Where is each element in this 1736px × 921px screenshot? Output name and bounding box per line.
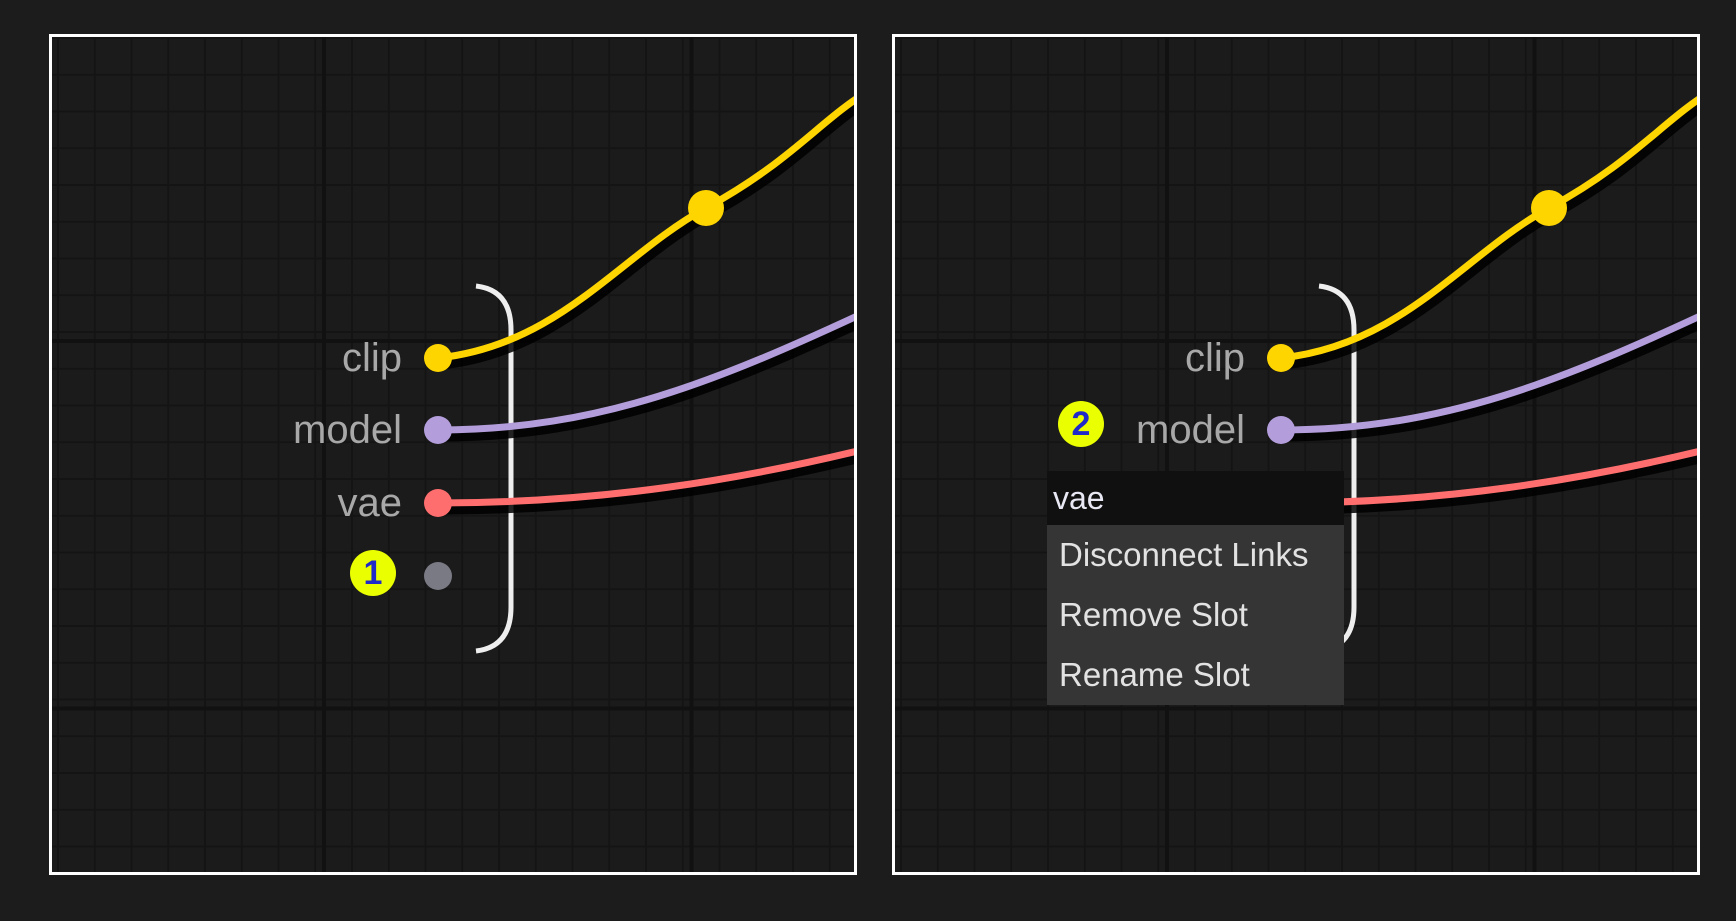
link-clip[interactable]: [1280, 90, 1700, 362]
slot-context-menu: vae Disconnect Links Remove Slot Rename …: [1047, 471, 1344, 705]
link-clip[interactable]: [437, 90, 857, 362]
menu-item-remove-slot[interactable]: Remove Slot: [1059, 596, 1248, 633]
link-model[interactable]: [437, 310, 857, 434]
menu-item-rename-slot[interactable]: Rename Slot: [1059, 656, 1250, 693]
slot-vae-dot[interactable]: [424, 489, 452, 517]
slot-label-model: model: [293, 408, 402, 452]
graph-canvas-left[interactable]: clip model vae 1: [49, 34, 857, 875]
slot-model-dot[interactable]: [424, 416, 452, 444]
step-badge-1: 1: [350, 550, 396, 596]
context-menu-title: vae: [1047, 471, 1344, 525]
link-reroute-dot[interactable]: [688, 190, 724, 226]
slot-model-dot[interactable]: [1267, 416, 1295, 444]
graph-canvas-right[interactable]: clip model 2 vae Disconnect Links Remove…: [892, 34, 1700, 875]
link-reroute-dot[interactable]: [1531, 190, 1567, 226]
link-vae[interactable]: [1280, 448, 1700, 507]
slot-label-model: model: [1136, 408, 1245, 452]
link-model[interactable]: [1280, 310, 1700, 434]
slot-label-vae: vae: [337, 481, 403, 525]
menu-item-disconnect-links[interactable]: Disconnect Links: [1059, 536, 1309, 573]
links-layer: [1267, 90, 1700, 654]
slot-clip-dot[interactable]: [424, 344, 452, 372]
slot-label-clip: clip: [341, 336, 402, 380]
links-layer: [424, 90, 857, 654]
slot-empty-dot[interactable]: [424, 562, 452, 590]
step-badge-2: 2: [1058, 401, 1104, 447]
link-vae[interactable]: [437, 448, 857, 507]
slot-label-clip: clip: [1184, 336, 1245, 380]
bracket-icon: [475, 283, 514, 654]
slot-clip-dot[interactable]: [1267, 344, 1295, 372]
